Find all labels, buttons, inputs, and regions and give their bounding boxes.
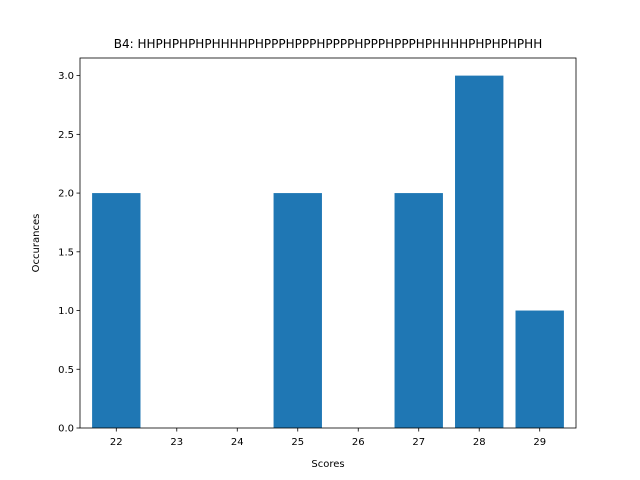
chart-title: B4: HHPHPHPHPHHHHPHPPPHPPPHPPPPHPPPHPPPH…: [114, 37, 542, 51]
x-tick-label: 23: [170, 437, 183, 448]
bar-27: [394, 193, 443, 428]
y-axis-ticks: 0.0 0.5 1.0 1.5 2.0 2.5 3.0: [58, 71, 80, 435]
y-axis-label: Occurances: [31, 214, 42, 273]
x-tick-label: 29: [533, 437, 546, 448]
x-tick-label: 22: [110, 437, 123, 448]
y-tick-label: 0.0: [58, 424, 74, 435]
y-tick-label: 3.0: [58, 71, 74, 82]
x-axis-label: Scores: [311, 459, 344, 470]
x-tick-label: 24: [231, 437, 244, 448]
x-tick-label: 25: [291, 437, 304, 448]
bar-25: [273, 193, 322, 428]
y-tick-label: 2.0: [58, 189, 74, 200]
y-tick-label: 1.5: [58, 247, 74, 258]
bars-group: [92, 75, 564, 428]
y-tick-label: 1.0: [58, 306, 74, 317]
bar-29: [515, 310, 564, 428]
bar-28: [455, 75, 504, 428]
x-tick-label: 27: [412, 437, 425, 448]
x-axis-ticks: 22 23 24 25 26 27 28 29: [110, 428, 546, 448]
bar-22: [92, 193, 141, 428]
x-tick-label: 26: [352, 437, 365, 448]
plot-frame: [79, 57, 577, 429]
y-tick-label: 0.5: [58, 365, 74, 376]
x-tick-label: 28: [473, 437, 486, 448]
y-tick-label: 2.5: [58, 130, 74, 141]
